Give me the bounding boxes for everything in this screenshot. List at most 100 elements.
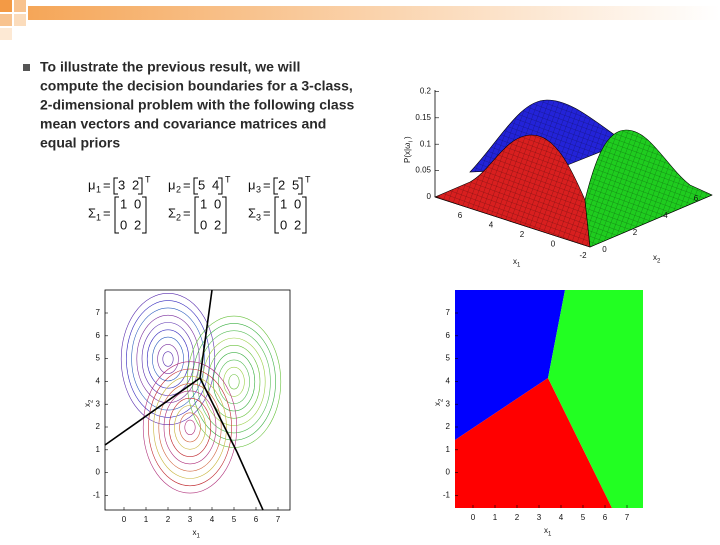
bracket xyxy=(302,196,307,234)
mean-value: 2 xyxy=(132,177,139,192)
y-tick-label: 3 xyxy=(446,399,451,408)
surface-mesh xyxy=(585,130,712,247)
mean-subscript: 1 xyxy=(96,184,101,194)
contour xyxy=(153,375,227,479)
transpose: T xyxy=(225,174,231,184)
equals: = xyxy=(183,177,191,192)
bracket xyxy=(222,196,227,234)
bracket xyxy=(273,177,278,195)
y-tick-label: 1 xyxy=(446,445,451,454)
x1-tick-label: 2 xyxy=(520,230,525,239)
x-tick-label: 2 xyxy=(166,515,171,524)
y-tick-label: 7 xyxy=(96,308,101,317)
y-tick-label: 5 xyxy=(446,354,451,363)
contour xyxy=(157,344,179,374)
bullet-line: compute the decision boundaries for a 3-… xyxy=(40,78,353,94)
x2-tick-label: 2 xyxy=(633,228,638,237)
bullet-line: equal priors xyxy=(40,135,120,151)
axis-label-text: x xyxy=(433,402,442,406)
x-tick-label: 5 xyxy=(581,513,586,522)
contour xyxy=(136,314,200,404)
x-tick-label: 0 xyxy=(122,515,127,524)
z-tick-label: 0.05 xyxy=(415,166,431,175)
decision-boundary xyxy=(199,377,238,453)
mean-value: 5 xyxy=(292,177,299,192)
z-tick-label: 0.15 xyxy=(415,113,431,122)
cov-value: 2 xyxy=(294,217,301,232)
cov-value: 0 xyxy=(294,196,301,211)
z-tick-label: 0 xyxy=(427,192,432,201)
y-tick-label: -1 xyxy=(443,491,451,500)
y-tick-label: 0 xyxy=(96,468,101,477)
contour xyxy=(158,383,222,472)
x-tick-label: 7 xyxy=(625,513,630,522)
surface-mesh xyxy=(435,135,590,247)
axis-label-sub: 2 xyxy=(657,259,661,265)
y-tick-label: 7 xyxy=(446,308,451,317)
x-tick-label: 4 xyxy=(559,513,564,522)
contour xyxy=(162,351,174,367)
transpose: T xyxy=(305,174,311,184)
equals: = xyxy=(103,177,111,192)
x2-tick-label: 4 xyxy=(663,211,668,220)
decision-boundary xyxy=(104,377,201,446)
header-decoration xyxy=(0,0,720,40)
contour xyxy=(163,390,217,465)
mean-value: 2 xyxy=(278,177,285,192)
mean-symbol: μ xyxy=(168,177,176,192)
contour xyxy=(207,344,261,419)
y-tick-label: 5 xyxy=(96,354,101,363)
bullet-line: 2-dimensional problem with the following… xyxy=(40,97,354,113)
axis-label-sub: 1 xyxy=(517,263,521,269)
cov-value: 0 xyxy=(120,217,127,232)
y-tick-label: -1 xyxy=(93,491,101,500)
z-label-close: ) xyxy=(403,136,412,139)
mean-symbol: μ xyxy=(248,177,256,192)
x2-tick-label: 0 xyxy=(602,245,607,254)
x-tick-label: 1 xyxy=(144,515,149,524)
mean-value: 4 xyxy=(212,177,219,192)
cov-subscript: 2 xyxy=(176,212,181,222)
axis-label-text: x xyxy=(544,526,548,535)
x1-tick-label: 0 xyxy=(551,240,556,249)
mean-symbol: μ xyxy=(88,177,96,192)
bullet-marker xyxy=(23,64,30,71)
bracket xyxy=(193,177,198,195)
cov-subscript: 3 xyxy=(256,212,261,222)
equations: μ 1 = 3 2 TΣ 1 =1 00 2μ 2 = 5 4 TΣ 2 =1 00 2μ 3 = 2 5 TΣ 3 =1 00 2 xyxy=(88,174,311,234)
equals: = xyxy=(263,177,271,192)
contour xyxy=(126,300,210,418)
x-tick-label: 4 xyxy=(210,515,215,524)
bullet-text: To illustrate the previous result, we wi… xyxy=(40,59,354,151)
z-label-sub: i xyxy=(409,141,415,142)
x-tick-label: 1 xyxy=(493,513,498,522)
cov-value: 0 xyxy=(214,196,221,211)
x-tick-label: 7 xyxy=(276,515,281,524)
contour xyxy=(152,336,184,382)
x-tick-label: 6 xyxy=(254,515,259,524)
cov-value: 2 xyxy=(214,217,221,232)
y-tick-label: 2 xyxy=(446,422,451,431)
axis-label-text: x xyxy=(513,257,517,266)
equals: = xyxy=(263,205,271,220)
y-tick-label: 0 xyxy=(446,468,451,477)
cov-value: 0 xyxy=(280,217,287,232)
y-tick-label: 6 xyxy=(446,331,451,340)
mean-value: 5 xyxy=(198,177,205,192)
contour xyxy=(148,368,232,487)
cov-value: 1 xyxy=(120,196,127,211)
mean-value: 3 xyxy=(118,177,125,192)
bracket xyxy=(113,177,118,195)
x-tick-label: 6 xyxy=(603,513,608,522)
z-tick-label: 0.1 xyxy=(420,139,432,148)
x-tick-label: 3 xyxy=(188,515,193,524)
axis-label-text: x xyxy=(83,403,92,407)
axis-label-sub: 2 xyxy=(89,399,95,403)
region-class-2 xyxy=(548,290,643,508)
